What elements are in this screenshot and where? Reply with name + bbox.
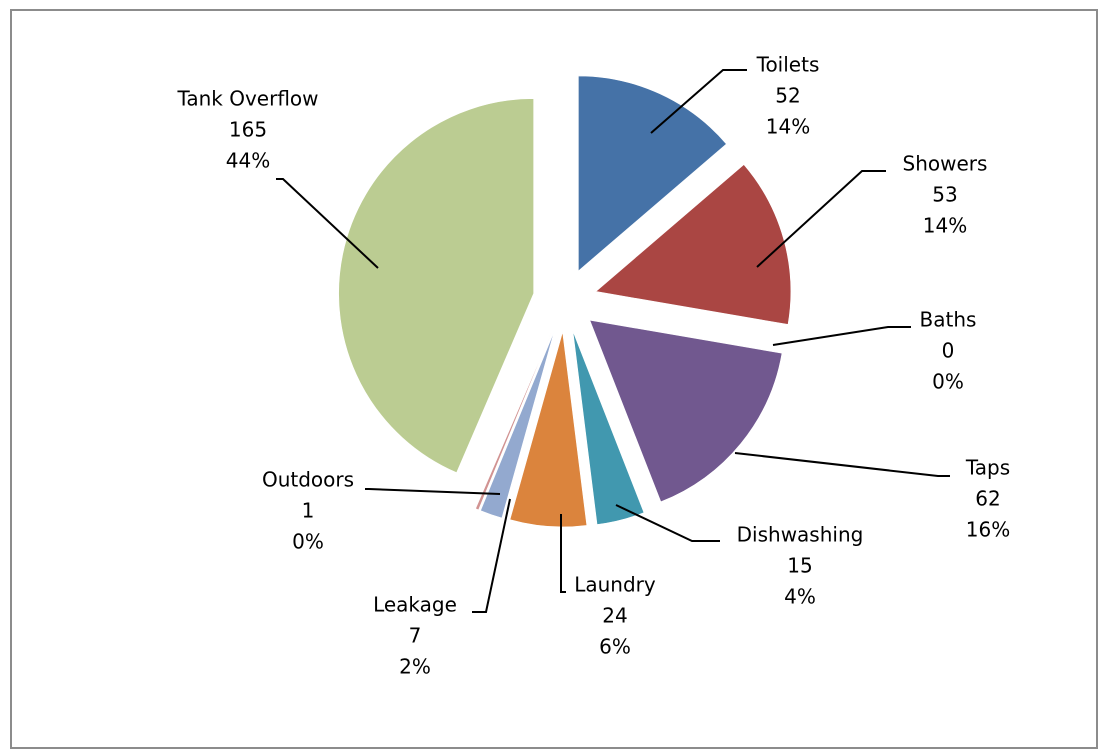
pie-slice-toilets <box>578 75 727 272</box>
data-label-showers-percent: 14% <box>923 214 967 238</box>
data-label-tank-overflow-category: Tank Overflow <box>176 87 318 111</box>
data-label-dishwashing-value: 15 <box>787 554 812 578</box>
data-label-taps-category: Taps <box>965 456 1010 480</box>
data-label-baths-value: 0 <box>942 339 955 363</box>
data-label-dishwashing-percent: 4% <box>784 585 816 609</box>
data-label-baths-category: Baths <box>920 308 977 332</box>
leader-lines-layer <box>276 69 950 613</box>
pie-slice-baths <box>596 305 789 339</box>
data-label-showers-category: Showers <box>903 152 988 176</box>
leader-line-laundry <box>560 514 566 593</box>
data-label-outdoors-category: Outdoors <box>262 468 354 492</box>
data-label-toilets-percent: 14% <box>766 115 810 139</box>
data-label-showers-value: 53 <box>932 183 957 207</box>
leader-line-taps <box>734 452 950 477</box>
leader-line-leakage <box>472 498 511 613</box>
pie-slice-outdoors <box>475 329 553 511</box>
leader-line-outdoors <box>365 488 501 495</box>
pie-slice-leakage <box>480 330 555 519</box>
leader-line-showers <box>756 170 886 268</box>
data-label-laundry-value: 24 <box>602 604 627 628</box>
data-label-toilets-category: Toilets <box>756 53 820 77</box>
pie-slice-dishwashing <box>572 330 645 525</box>
leader-line-tank-overflow <box>276 178 379 269</box>
data-label-baths-percent: 0% <box>932 370 964 394</box>
data-label-laundry-category: Laundry <box>574 573 656 597</box>
data-label-outdoors-value: 1 <box>302 499 315 523</box>
leader-line-toilets <box>650 69 747 134</box>
data-label-taps-percent: 16% <box>966 518 1010 542</box>
slices-layer <box>338 75 792 528</box>
data-label-taps-value: 62 <box>975 487 1000 511</box>
data-label-leakage-value: 7 <box>409 624 422 648</box>
pie-chart: Toilets5214%Showers5314%Baths00%Taps6216… <box>176 53 1010 679</box>
pie-slice-tank-overflow <box>338 98 534 474</box>
data-label-tank-overflow-percent: 44% <box>226 149 270 173</box>
leader-line-baths <box>772 326 911 346</box>
data-labels-layer: Toilets5214%Showers5314%Baths00%Taps6216… <box>176 53 1010 679</box>
data-label-leakage-percent: 2% <box>399 655 431 679</box>
leader-line-dishwashing <box>615 504 720 542</box>
data-label-dishwashing-category: Dishwashing <box>737 523 864 547</box>
data-label-leakage-category: Leakage <box>373 593 457 617</box>
data-label-outdoors-percent: 0% <box>292 530 324 554</box>
data-label-toilets-value: 52 <box>775 84 800 108</box>
data-label-tank-overflow-value: 165 <box>229 118 267 142</box>
data-label-laundry-percent: 6% <box>599 635 631 659</box>
pie-slice-taps <box>589 319 783 503</box>
pie-slice-showers <box>595 164 792 325</box>
pie-slice-laundry <box>509 331 588 528</box>
